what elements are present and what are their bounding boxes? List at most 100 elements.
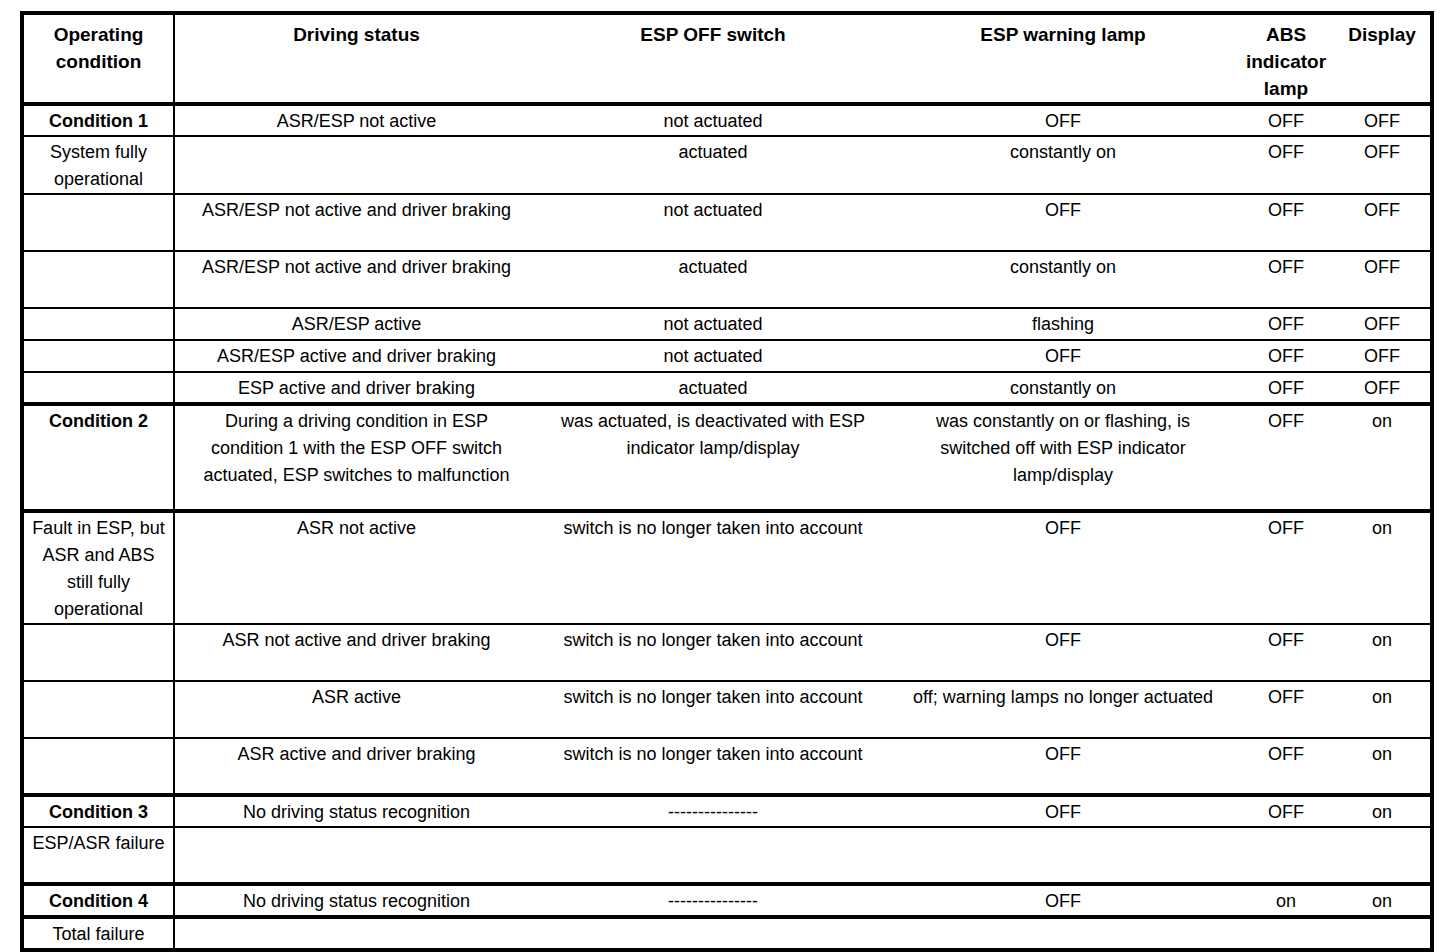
table-cell — [538, 917, 888, 950]
table-cell — [174, 827, 538, 884]
table-cell: OFF — [888, 624, 1238, 681]
table-cell: switch is no longer taken into account — [538, 681, 888, 738]
table-cell — [22, 251, 174, 308]
table-cell: OFF — [1238, 624, 1334, 681]
table-cell: actuated — [538, 372, 888, 404]
table-cell: ASR/ESP not active and driver braking — [174, 251, 538, 308]
table-cell: ASR not active and driver braking — [174, 624, 538, 681]
col-header-esp-warning-lamp: ESP warning lamp — [888, 13, 1238, 104]
table-cell: actuated — [538, 136, 888, 194]
table-cell: No driving status recognition — [174, 795, 538, 827]
table-cell — [888, 827, 1238, 884]
table-cell: not actuated — [538, 194, 888, 251]
esp-operating-condition-table: Operating condition Driving status ESP O… — [20, 11, 1434, 952]
table-cell: switch is no longer taken into account — [538, 624, 888, 681]
table-cell: on — [1334, 624, 1432, 681]
table-cell: was constantly on or flashing, is switch… — [888, 404, 1238, 511]
table-cell: on — [1334, 511, 1432, 624]
table-cell: constantly on — [888, 372, 1238, 404]
table-cell: OFF — [1238, 795, 1334, 827]
table-cell: Total failure — [22, 917, 174, 950]
table-cell: ESP/ASR failure — [22, 827, 174, 884]
table-cell: ASR/ESP active and driver braking — [174, 340, 538, 372]
table-cell: Fault in ESP, but ASR and ABS still full… — [22, 511, 174, 624]
table-cell: OFF — [1238, 404, 1334, 511]
table-cell: on — [1334, 795, 1432, 827]
col-header-operating-condition: Operating condition — [22, 13, 174, 104]
table-row-condition-1: Condition 1 ASR/ESP not active not actua… — [22, 104, 1432, 136]
table-cell: System fully operational — [22, 136, 174, 194]
table-cell — [22, 308, 174, 340]
table-cell — [22, 624, 174, 681]
table-cell: not actuated — [538, 104, 888, 136]
table-cell: constantly on — [888, 251, 1238, 308]
table-cell: on — [1334, 738, 1432, 795]
table-cell — [1238, 827, 1334, 884]
table-cell: OFF — [1334, 372, 1432, 404]
table-cell: OFF — [1238, 681, 1334, 738]
table-row: ASR/ESP active not actuated flashing OFF… — [22, 308, 1432, 340]
table-cell: OFF — [1334, 308, 1432, 340]
table-cell: OFF — [1334, 340, 1432, 372]
table-cell: No driving status recognition — [174, 884, 538, 917]
table-cell — [538, 827, 888, 884]
table-cell: ASR/ESP not active — [174, 104, 538, 136]
table-cell: OFF — [888, 738, 1238, 795]
table-cell: OFF — [1238, 104, 1334, 136]
table-row: ASR/ESP not active and driver braking ac… — [22, 251, 1432, 308]
table-cell: was actuated, is deactivated with ESP in… — [538, 404, 888, 511]
table-cell: not actuated — [538, 308, 888, 340]
table-cell: OFF — [888, 104, 1238, 136]
table-cell — [174, 917, 538, 950]
table-row-condition-3: Condition 3 No driving status recognitio… — [22, 795, 1432, 827]
table-cell: During a driving condition in ESP condit… — [174, 404, 538, 511]
table-cell: Condition 3 — [22, 795, 174, 827]
table-cell — [1334, 917, 1432, 950]
table-cell: OFF — [1334, 251, 1432, 308]
table-cell — [22, 681, 174, 738]
table-cell: ESP active and driver braking — [174, 372, 538, 404]
table-cell: OFF — [1238, 136, 1334, 194]
table-cell: OFF — [1334, 136, 1432, 194]
table-cell: OFF — [888, 194, 1238, 251]
table-cell: --------------- — [538, 884, 888, 917]
col-header-driving-status: Driving status — [174, 13, 538, 104]
table-cell: on — [1238, 884, 1334, 917]
table-cell: ASR active and driver braking — [174, 738, 538, 795]
table-cell: OFF — [888, 340, 1238, 372]
table-cell: ASR/ESP not active and driver braking — [174, 194, 538, 251]
table-cell — [22, 738, 174, 795]
table-cell: flashing — [888, 308, 1238, 340]
table-header-row: Operating condition Driving status ESP O… — [22, 13, 1432, 104]
table-cell: on — [1334, 681, 1432, 738]
table-cell: off; warning lamps no longer actuated — [888, 681, 1238, 738]
table-cell — [1238, 917, 1334, 950]
table-row: System fully operational actuated consta… — [22, 136, 1432, 194]
table-row: ASR active switch is no longer taken int… — [22, 681, 1432, 738]
table-cell: constantly on — [888, 136, 1238, 194]
table-cell: Condition 2 — [22, 404, 174, 511]
table-row: ASR not active and driver braking switch… — [22, 624, 1432, 681]
table-cell: OFF — [1238, 340, 1334, 372]
table-cell — [22, 340, 174, 372]
table-cell: OFF — [1334, 194, 1432, 251]
table-cell: switch is no longer taken into account — [538, 738, 888, 795]
table-cell: OFF — [1238, 194, 1334, 251]
col-header-display: Display — [1334, 13, 1432, 104]
table-cell: OFF — [1238, 511, 1334, 624]
table-cell: OFF — [888, 884, 1238, 917]
col-header-abs-indicator-lamp: ABS indicator lamp — [1238, 13, 1334, 104]
table-cell — [1334, 827, 1432, 884]
table-row-condition-2: Condition 2 During a driving condition i… — [22, 404, 1432, 511]
table-cell: not actuated — [538, 340, 888, 372]
table-cell: --------------- — [538, 795, 888, 827]
table-cell: on — [1334, 404, 1432, 511]
table-cell: OFF — [1238, 251, 1334, 308]
table-cell: OFF — [888, 795, 1238, 827]
table-cell — [22, 194, 174, 251]
table-cell: actuated — [538, 251, 888, 308]
table-row: ASR active and driver braking switch is … — [22, 738, 1432, 795]
table-cell: on — [1334, 884, 1432, 917]
table-cell: Condition 4 — [22, 884, 174, 917]
table-cell: OFF — [888, 511, 1238, 624]
